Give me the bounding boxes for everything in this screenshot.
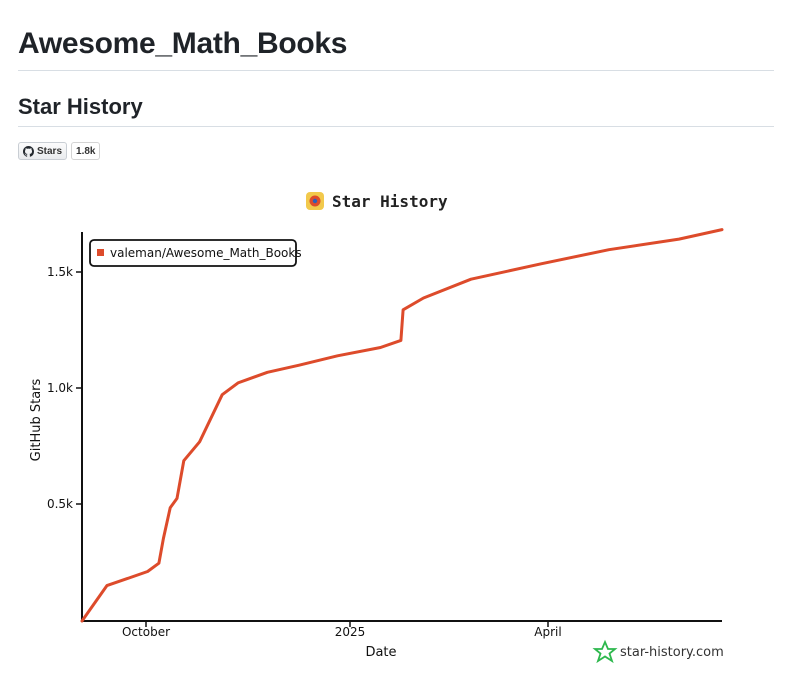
y-tick-label-1-5k: 1.5k — [47, 265, 73, 279]
chart-svg: Star History 1.5k 1.0k 0.5k October 2025… — [29, 192, 724, 664]
github-icon — [23, 145, 34, 157]
legend-box — [89, 239, 297, 267]
chart-title-group: Star History — [306, 192, 448, 211]
title-divider — [18, 70, 774, 71]
github-stars-badge[interactable]: Stars 1.8k — [18, 142, 101, 160]
series-line-valeman-awesome-math-books — [80, 228, 724, 623]
section-title: Star History — [18, 94, 143, 119]
star-history-brand[interactable]: star-history.com — [592, 639, 724, 664]
x-tick-label-april: April — [534, 625, 561, 639]
x-tick-label-october: October — [122, 625, 170, 639]
x-ticks: October 2025 April — [122, 621, 562, 639]
brand-text[interactable]: star-history.com — [620, 645, 724, 660]
stars-button[interactable]: Stars — [18, 142, 68, 160]
star-history-title-logo-icon — [306, 192, 324, 210]
x-tick-label-2025: 2025 — [335, 625, 366, 639]
chart-legend: valeman/Awesome_Math_Books — [89, 239, 302, 267]
y-tick-label-0-5k: 0.5k — [47, 497, 73, 511]
y-ticks: 1.5k 1.0k 0.5k — [47, 265, 82, 511]
star-history-chart: Star History 1.5k 1.0k 0.5k October 2025… — [0, 180, 800, 680]
page-title: Awesome_Math_Books — [18, 27, 348, 60]
legend-swatch — [97, 249, 104, 256]
star-history-logo-icon — [592, 639, 618, 664]
stars-label: Stars — [37, 145, 63, 157]
legend-label: valeman/Awesome_Math_Books — [110, 246, 302, 260]
stars-count[interactable]: 1.8k — [71, 142, 101, 160]
x-axis-label: Date — [365, 645, 396, 660]
chart-title: Star History — [332, 192, 448, 211]
section-divider — [18, 126, 774, 127]
y-tick-label-1-0k: 1.0k — [47, 381, 73, 395]
y-axis-label: GitHub Stars — [29, 378, 44, 461]
